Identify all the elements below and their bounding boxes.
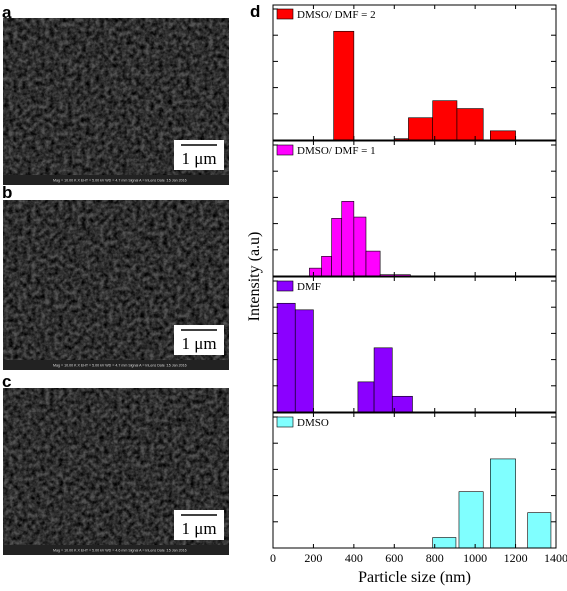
bar	[357, 381, 375, 413]
legend-swatch	[276, 8, 294, 20]
x-tick-label: 200	[304, 551, 322, 565]
bar	[333, 30, 355, 141]
legend-swatch	[276, 144, 294, 156]
panel-letter: d	[250, 2, 260, 21]
x-tick-label: 800	[426, 551, 444, 565]
legend-label: DMSO	[297, 417, 329, 429]
bar	[353, 216, 367, 277]
bar	[490, 458, 516, 549]
bar	[456, 108, 484, 141]
x-tick-label: 1200	[504, 551, 528, 565]
panel-frame	[272, 4, 557, 141]
bar	[432, 537, 457, 549]
bar	[432, 100, 458, 141]
bar	[458, 491, 484, 549]
bar	[341, 201, 355, 277]
scale-label: 1 μm	[181, 519, 216, 538]
legend-label: DMF	[297, 281, 321, 293]
info-strip	[3, 360, 229, 370]
bar	[321, 256, 332, 277]
bar	[490, 130, 516, 141]
bar	[331, 218, 343, 277]
panel-letter: a	[2, 3, 12, 22]
bar	[365, 250, 381, 277]
x-tick-label: 600	[385, 551, 403, 565]
panel-frame	[272, 140, 557, 277]
image-info: Mag = 10.00 K X EHT = 5.00 kV WD = 4.7 m…	[53, 364, 187, 368]
scale-label: 1 μm	[181, 334, 216, 353]
legend-label: DMSO/ DMF = 1	[297, 145, 376, 157]
bar	[294, 309, 314, 413]
x-tick-label: 400	[345, 551, 363, 565]
bar	[408, 117, 433, 141]
y-axis-label: Intensity (a.u)	[246, 232, 263, 322]
bar	[276, 302, 296, 413]
bar	[309, 267, 322, 277]
x-tick-label: 1000	[463, 551, 487, 565]
bar	[391, 395, 413, 413]
info-strip	[3, 545, 229, 555]
legend-label: DMSO/ DMF = 2	[297, 9, 376, 21]
panel-frame	[272, 412, 557, 549]
info-strip	[3, 175, 229, 185]
x-tick-label: 1400	[544, 551, 567, 565]
panel-frame	[272, 276, 557, 413]
panel-letter: b	[2, 183, 12, 202]
scale-label: 1 μm	[181, 149, 216, 168]
image-info: Mag = 10.00 K X EHT = 5.00 kV WD = 4.6 m…	[53, 549, 187, 553]
legend-swatch	[276, 416, 294, 428]
bar	[373, 347, 393, 413]
x-tick-label: 0	[270, 551, 276, 565]
x-axis-label: Particle size (nm)	[358, 569, 471, 586]
bar	[527, 512, 552, 549]
panel-letter: c	[2, 372, 11, 391]
image-info: Mag = 10.00 K X EHT = 5.00 kV WD = 4.7 m…	[53, 179, 187, 183]
legend-swatch	[276, 280, 294, 292]
